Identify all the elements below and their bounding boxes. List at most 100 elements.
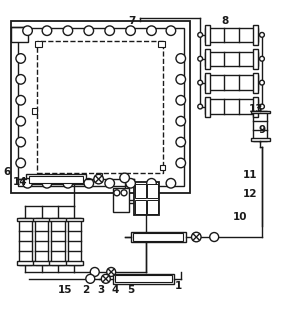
Text: 15: 15 <box>58 285 72 295</box>
Circle shape <box>176 95 185 105</box>
Bar <box>205 49 210 69</box>
Circle shape <box>176 54 185 63</box>
Bar <box>130 232 186 242</box>
Bar <box>37 41 164 173</box>
Circle shape <box>166 26 176 35</box>
Bar <box>147 184 158 198</box>
Circle shape <box>16 137 26 147</box>
Bar <box>50 218 67 221</box>
Circle shape <box>42 178 52 188</box>
Bar <box>19 218 32 264</box>
Circle shape <box>42 26 52 35</box>
Circle shape <box>63 26 73 35</box>
Bar <box>96 172 102 178</box>
Circle shape <box>260 104 264 109</box>
Bar <box>35 41 42 46</box>
Bar <box>158 41 165 46</box>
Circle shape <box>176 137 185 147</box>
Bar <box>205 28 257 42</box>
Text: 9: 9 <box>258 125 266 135</box>
Text: 1: 1 <box>175 281 182 291</box>
Bar <box>134 182 159 215</box>
Circle shape <box>16 95 26 105</box>
Text: 2: 2 <box>82 285 89 295</box>
Bar <box>205 51 257 66</box>
Bar <box>253 111 267 141</box>
Bar <box>16 261 34 264</box>
Bar <box>253 25 257 45</box>
Circle shape <box>107 268 116 276</box>
Circle shape <box>198 57 203 61</box>
Bar <box>29 176 83 183</box>
Circle shape <box>210 233 219 241</box>
Circle shape <box>198 80 203 85</box>
Circle shape <box>191 232 201 242</box>
Bar <box>32 108 38 114</box>
Bar <box>205 25 210 45</box>
Text: 7: 7 <box>128 16 136 26</box>
Bar <box>113 274 174 284</box>
Circle shape <box>126 26 135 35</box>
Circle shape <box>16 54 26 63</box>
Circle shape <box>16 75 26 84</box>
Bar <box>11 21 190 193</box>
Circle shape <box>90 268 99 276</box>
Circle shape <box>101 274 110 283</box>
Bar <box>205 96 210 116</box>
Bar <box>205 99 257 114</box>
Circle shape <box>147 178 156 188</box>
Circle shape <box>86 274 95 283</box>
Circle shape <box>198 32 203 37</box>
Text: 12: 12 <box>243 189 257 199</box>
Text: 4: 4 <box>112 285 119 295</box>
Bar <box>147 200 158 214</box>
Circle shape <box>147 26 156 35</box>
Bar <box>16 218 34 221</box>
Circle shape <box>198 104 203 109</box>
Bar <box>115 275 172 282</box>
Circle shape <box>105 178 115 188</box>
Text: 10: 10 <box>232 212 247 222</box>
Bar <box>205 73 210 93</box>
Bar <box>18 28 184 186</box>
Bar <box>251 111 269 113</box>
Text: 3: 3 <box>97 285 104 295</box>
Circle shape <box>16 158 26 168</box>
Bar <box>251 138 269 141</box>
Bar <box>135 184 146 198</box>
Text: 11: 11 <box>243 170 257 180</box>
Bar <box>160 165 165 171</box>
Circle shape <box>260 80 264 85</box>
Bar <box>66 218 83 221</box>
Circle shape <box>114 190 120 196</box>
Bar <box>133 233 183 241</box>
Text: 5: 5 <box>127 285 134 295</box>
Circle shape <box>176 158 185 168</box>
Circle shape <box>121 190 127 196</box>
Bar <box>35 218 48 264</box>
Bar <box>33 261 50 264</box>
Text: 6: 6 <box>4 167 11 177</box>
Circle shape <box>260 57 264 61</box>
Text: 8: 8 <box>221 16 228 26</box>
Circle shape <box>84 26 94 35</box>
Circle shape <box>260 32 264 37</box>
Circle shape <box>176 116 185 126</box>
Circle shape <box>23 178 32 188</box>
Circle shape <box>105 26 115 35</box>
Text: 14: 14 <box>13 177 27 187</box>
Bar <box>68 218 81 264</box>
Bar <box>50 261 67 264</box>
Bar <box>11 27 28 42</box>
Bar <box>253 96 257 116</box>
Bar <box>253 49 257 69</box>
Circle shape <box>120 173 129 183</box>
Circle shape <box>176 75 185 84</box>
Circle shape <box>16 116 26 126</box>
Bar <box>26 174 86 184</box>
Circle shape <box>23 26 32 35</box>
Bar <box>135 200 146 214</box>
Bar <box>253 73 257 93</box>
Circle shape <box>126 178 135 188</box>
Bar <box>113 188 129 212</box>
